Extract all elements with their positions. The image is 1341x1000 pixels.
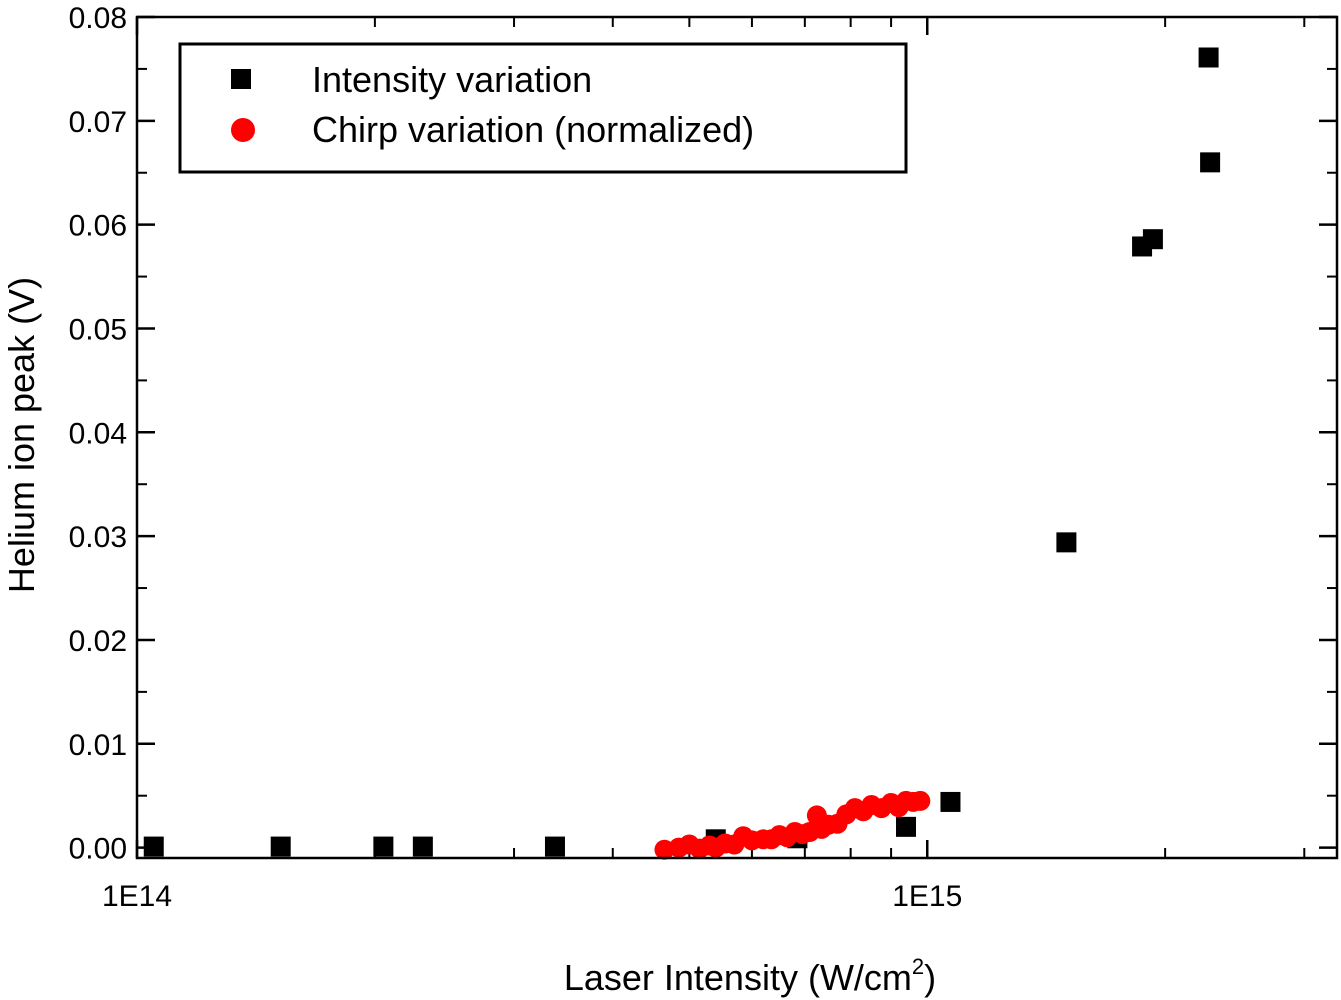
intensity-variation-point	[270, 836, 291, 857]
x-tick-label: 1E14	[102, 880, 172, 913]
x-axis-ticks: 1E14 1E15	[102, 17, 1306, 913]
legend-label-intensity: Intensity variation	[312, 59, 592, 100]
legend-label-chirp: Chirp variation (normalized)	[312, 109, 754, 150]
plot-frame	[135, 15, 1339, 860]
y-tick-label: 0.04	[69, 417, 127, 450]
y-axis-title: Helium ion peak (V)	[1, 277, 42, 593]
intensity-variation-point	[373, 836, 394, 857]
intensity-variation-point	[544, 836, 565, 857]
data-points	[143, 47, 1221, 860]
chirp-variation-point	[910, 790, 931, 811]
y-tick-label: 0.06	[69, 210, 127, 243]
legend-box	[178, 42, 908, 174]
intensity-variation-point	[143, 836, 164, 857]
y-tick-label: 0.02	[69, 625, 127, 658]
y-tick-label: 0.07	[69, 106, 127, 139]
y-tick-label: 0.00	[69, 833, 127, 866]
x-axis-title: Laser Intensity (W/cm2)	[564, 954, 936, 998]
legend-marker-circle	[231, 118, 255, 142]
y-tick-label: 0.08	[69, 2, 127, 35]
y-tick-label: 0.01	[69, 729, 127, 762]
intensity-variation-point	[1198, 47, 1219, 68]
intensity-variation-point	[412, 836, 433, 857]
legend: Intensity variation Chirp variation (nor…	[178, 42, 908, 174]
y-tick-label: 0.03	[69, 521, 127, 554]
intensity-variation-point	[940, 791, 961, 812]
intensity-variation-point	[1142, 229, 1163, 250]
intensity-variation-point	[1200, 152, 1221, 173]
y-tick-label: 0.05	[69, 313, 127, 346]
x-tick-label: 1E15	[892, 880, 962, 913]
y-axis-ticks: 0.00 0.01 0.02 0.03 0.04 0.05 0.06 0.07 0.08	[69, 2, 1337, 866]
legend-marker-square	[231, 69, 251, 89]
intensity-variation-point	[896, 816, 917, 837]
intensity-variation-point	[1056, 532, 1077, 553]
